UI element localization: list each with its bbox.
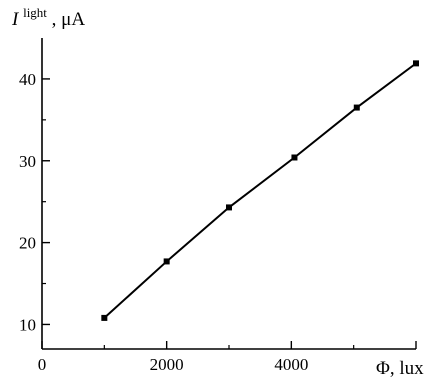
y-axis-label-symbol: I (11, 9, 20, 30)
x-tick-label: 4000 (274, 355, 308, 374)
axes (41, 38, 416, 350)
x-tick-label: 0 (38, 355, 47, 374)
x-tick-label: 2000 (150, 355, 184, 374)
data-point (163, 258, 170, 265)
y-axis-label-unit: , μA (52, 9, 86, 30)
y-tick-label: 40 (19, 70, 36, 89)
data-point (353, 104, 360, 111)
y-axis-label: I light , μA (11, 1, 85, 30)
tick-labels: 0 2000 4000 10 20 30 40 (19, 70, 308, 374)
ticks (41, 78, 417, 349)
data-point (226, 204, 232, 211)
data-point (101, 314, 108, 321)
data-point (291, 154, 298, 161)
series-line (103, 62, 417, 319)
y-tick-label: 10 (19, 315, 36, 334)
y-axis-label-superscript: light (23, 5, 47, 20)
y-tick-label: 20 (19, 234, 36, 253)
x-axis-label: Φ, lux (376, 358, 424, 379)
y-tick-label: 30 (19, 152, 36, 171)
data-point (413, 60, 419, 67)
plot-area (101, 60, 419, 321)
